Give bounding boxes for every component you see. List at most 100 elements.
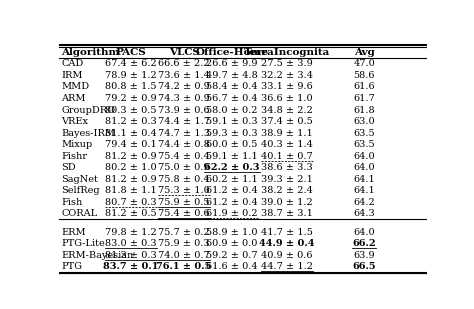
Text: 74.4 ± 1.7: 74.4 ± 1.7	[158, 117, 210, 126]
Text: ERM: ERM	[61, 228, 86, 237]
Text: 59.2 ± 0.7: 59.2 ± 0.7	[206, 251, 258, 260]
Text: PTG: PTG	[61, 262, 82, 271]
Text: PTG-Lite: PTG-Lite	[61, 239, 105, 248]
Text: 76.1 ± 0.5: 76.1 ± 0.5	[156, 262, 212, 271]
Text: 75.7 ± 0.2: 75.7 ± 0.2	[158, 228, 210, 237]
Text: 81.2 ± 0.9: 81.2 ± 0.9	[105, 175, 157, 184]
Text: 74.2 ± 0.9: 74.2 ± 0.9	[158, 83, 210, 91]
Text: 74.4 ± 0.8: 74.4 ± 0.8	[158, 140, 210, 149]
Text: ERM-Bayesian: ERM-Bayesian	[61, 251, 133, 260]
Text: 61.7: 61.7	[353, 94, 375, 103]
Text: 81.3 ± 0.3: 81.3 ± 0.3	[105, 251, 157, 260]
Text: 81.2 ± 0.5: 81.2 ± 0.5	[105, 209, 157, 218]
Text: Algorithm: Algorithm	[61, 48, 119, 57]
Text: 75.8 ± 0.4: 75.8 ± 0.4	[158, 175, 210, 184]
Text: SD: SD	[61, 163, 76, 172]
Text: 39.3 ± 2.1: 39.3 ± 2.1	[261, 175, 313, 184]
Text: 61.6: 61.6	[353, 83, 375, 91]
Text: 44.7 ± 1.2: 44.7 ± 1.2	[261, 262, 313, 271]
Text: 83.7 ± 0.1: 83.7 ± 0.1	[103, 262, 159, 271]
Text: 58.6: 58.6	[354, 71, 375, 80]
Text: 74.0 ± 0.7: 74.0 ± 0.7	[158, 251, 210, 260]
Text: Bayes-IRM: Bayes-IRM	[61, 129, 115, 138]
Text: 59.3 ± 0.3: 59.3 ± 0.3	[206, 129, 258, 138]
Text: 56.7 ± 0.4: 56.7 ± 0.4	[206, 94, 258, 103]
Text: CAD: CAD	[61, 59, 83, 68]
Text: 64.0: 64.0	[353, 163, 375, 172]
Text: SagNet: SagNet	[61, 175, 98, 184]
Text: 75.3 ± 1.0: 75.3 ± 1.0	[158, 186, 210, 195]
Text: 83.0 ± 0.3: 83.0 ± 0.3	[105, 239, 157, 248]
Text: 62.2 ± 0.3: 62.2 ± 0.3	[204, 163, 260, 172]
Text: 64.3: 64.3	[353, 209, 375, 218]
Text: 61.6 ± 0.4: 61.6 ± 0.4	[206, 262, 258, 271]
Text: 36.6 ± 1.0: 36.6 ± 1.0	[261, 94, 313, 103]
Text: CORAL: CORAL	[61, 209, 97, 218]
Text: 80.2 ± 1.0: 80.2 ± 1.0	[105, 163, 157, 172]
Text: 81.8 ± 1.1: 81.8 ± 1.1	[105, 186, 157, 195]
Text: 61.2 ± 0.4: 61.2 ± 0.4	[206, 198, 258, 207]
Text: 61.8: 61.8	[353, 106, 375, 115]
Text: PACS: PACS	[116, 48, 146, 57]
Text: 39.0 ± 1.2: 39.0 ± 1.2	[261, 198, 313, 207]
Text: 75.4 ± 0.6: 75.4 ± 0.6	[158, 209, 210, 218]
Text: Fish: Fish	[61, 198, 82, 207]
Text: VREx: VREx	[61, 117, 88, 126]
Text: 40.3 ± 1.4: 40.3 ± 1.4	[261, 140, 313, 149]
Text: 38.6 ± 3.3: 38.6 ± 3.3	[261, 163, 313, 172]
Text: 63.5: 63.5	[353, 140, 375, 149]
Text: Office-Home: Office-Home	[195, 48, 268, 57]
Text: 27.5 ± 3.9: 27.5 ± 3.9	[261, 59, 313, 68]
Text: 59.1 ± 0.3: 59.1 ± 0.3	[206, 117, 258, 126]
Text: SelfReg: SelfReg	[61, 186, 100, 195]
Text: 81.2 ± 0.9: 81.2 ± 0.9	[105, 152, 157, 161]
Text: 60.2 ± 1.1: 60.2 ± 1.1	[206, 175, 258, 184]
Text: 44.9 ± 0.4: 44.9 ± 0.4	[259, 239, 315, 248]
Text: Avg: Avg	[354, 48, 374, 57]
Text: 81.1 ± 0.4: 81.1 ± 0.4	[105, 129, 157, 138]
Text: TerraIncognita: TerraIncognita	[244, 48, 330, 57]
Text: 63.0: 63.0	[353, 117, 375, 126]
Text: 64.1: 64.1	[353, 175, 375, 184]
Text: VLCS: VLCS	[169, 48, 200, 57]
Text: 59.1 ± 1.1: 59.1 ± 1.1	[206, 152, 258, 161]
Text: 34.8 ± 2.2: 34.8 ± 2.2	[261, 106, 313, 115]
Text: 49.7 ± 4.8: 49.7 ± 4.8	[206, 71, 258, 80]
Text: 81.2 ± 0.3: 81.2 ± 0.3	[105, 117, 157, 126]
Text: 79.8 ± 1.2: 79.8 ± 1.2	[105, 228, 157, 237]
Text: 33.1 ± 9.6: 33.1 ± 9.6	[261, 83, 313, 91]
Text: 74.7 ± 1.3: 74.7 ± 1.3	[158, 129, 210, 138]
Text: 58.4 ± 0.4: 58.4 ± 0.4	[206, 83, 258, 91]
Text: 47.0: 47.0	[353, 59, 375, 68]
Text: 79.2 ± 0.9: 79.2 ± 0.9	[105, 94, 157, 103]
Text: 64.0: 64.0	[353, 228, 375, 237]
Text: 63.9: 63.9	[353, 251, 375, 260]
Text: 40.9 ± 0.6: 40.9 ± 0.6	[261, 251, 313, 260]
Text: 64.0: 64.0	[353, 152, 375, 161]
Text: 60.9 ± 0.0: 60.9 ± 0.0	[206, 239, 257, 248]
Text: 32.2 ± 3.4: 32.2 ± 3.4	[261, 71, 313, 80]
Text: 66.5: 66.5	[352, 262, 376, 271]
Text: GroupDRO: GroupDRO	[61, 106, 115, 115]
Text: Mixup: Mixup	[61, 140, 92, 149]
Text: 80.8 ± 1.5: 80.8 ± 1.5	[105, 83, 156, 91]
Text: 58.0 ± 0.2: 58.0 ± 0.2	[206, 106, 258, 115]
Text: 75.9 ± 0.5: 75.9 ± 0.5	[158, 198, 210, 207]
Text: 64.1: 64.1	[353, 186, 375, 195]
Text: 80.7 ± 0.3: 80.7 ± 0.3	[105, 198, 157, 207]
Text: 38.9 ± 1.1: 38.9 ± 1.1	[261, 129, 313, 138]
Text: 38.7 ± 3.1: 38.7 ± 3.1	[261, 209, 313, 218]
Text: 63.5: 63.5	[353, 129, 375, 138]
Text: 75.0 ± 0.9: 75.0 ± 0.9	[158, 163, 210, 172]
Text: 60.0 ± 0.5: 60.0 ± 0.5	[206, 140, 257, 149]
Text: 58.9 ± 1.0: 58.9 ± 1.0	[206, 228, 258, 237]
Text: 75.9 ± 0.3: 75.9 ± 0.3	[158, 239, 210, 248]
Text: MMD: MMD	[61, 83, 89, 91]
Text: 66.2: 66.2	[352, 239, 376, 248]
Text: 61.9 ± 0.2: 61.9 ± 0.2	[206, 209, 258, 218]
Text: IRM: IRM	[61, 71, 82, 80]
Text: 66.6 ± 2.2: 66.6 ± 2.2	[158, 59, 210, 68]
Text: 67.4 ± 6.2: 67.4 ± 6.2	[105, 59, 157, 68]
Text: 74.3 ± 0.9: 74.3 ± 0.9	[158, 94, 210, 103]
Text: 61.2 ± 0.4: 61.2 ± 0.4	[206, 186, 258, 195]
